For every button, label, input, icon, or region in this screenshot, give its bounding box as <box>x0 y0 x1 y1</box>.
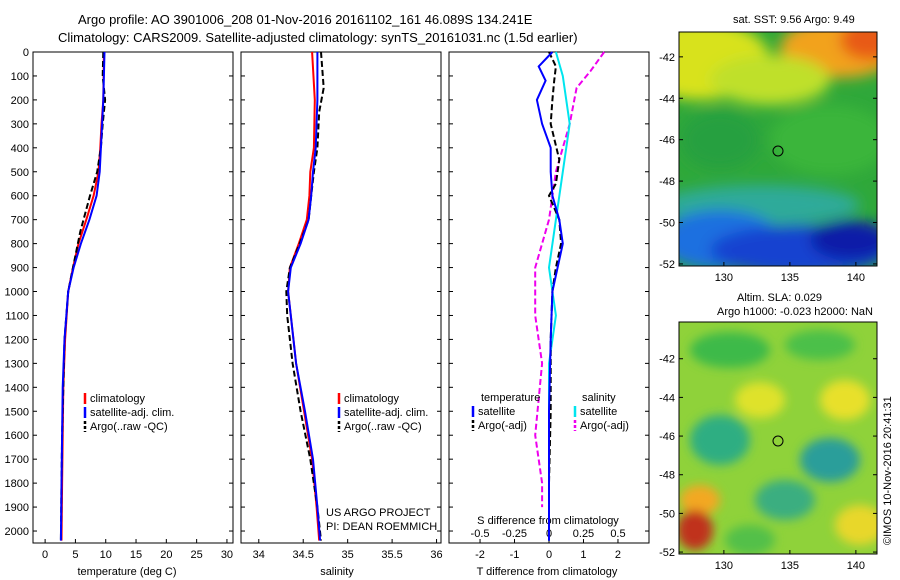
depth-tick-label: 1800 <box>5 478 29 490</box>
depth-tick-label: 1000 <box>5 287 29 299</box>
depth-tick-label: 700 <box>11 215 29 227</box>
temp-xlabel: temperature (deg C) <box>77 566 176 578</box>
sst-map-ytick-label: -42 <box>659 52 675 64</box>
sla-map-ytick-label: -42 <box>659 354 675 366</box>
sla-map-xtick-label: 140 <box>847 560 865 572</box>
depth-tick-label: 1300 <box>5 358 29 370</box>
sla-map-ytick-label: -52 <box>659 547 675 559</box>
tdiff-legend-head: temperature <box>481 392 540 404</box>
sal-xlabel: salinity <box>320 566 354 578</box>
temp-xtick-label: 30 <box>221 549 233 561</box>
sst-map-ytick-label: -48 <box>659 176 675 188</box>
pi-note: PI: DEAN ROEMMICH <box>326 521 437 533</box>
imos-credit: ©IMOS 10-Nov-2016 20:41:31 <box>882 396 894 545</box>
depth-tick-label: 800 <box>11 239 29 251</box>
sla-map-xtick-label: 135 <box>781 560 799 572</box>
sst-map-title: sat. SST: 9.56 Argo: 9.49 <box>733 14 855 26</box>
depth-tick-label: 1100 <box>5 310 29 322</box>
temp-xtick-label: 15 <box>130 549 142 561</box>
tdiff-xtick-label: 0 <box>546 549 552 561</box>
sal-legend-label: climatology <box>344 393 400 405</box>
temp-xtick-label: 25 <box>191 549 203 561</box>
depth-tick-label: 1900 <box>5 502 29 514</box>
sla-map-ytick-label: -48 <box>659 470 675 482</box>
sst-map-ytick-label: -44 <box>659 93 675 105</box>
sal-legend-label: satellite-adj. clim. <box>344 407 428 419</box>
sdiff-legend-label: satellite <box>580 406 617 418</box>
sst-map-xtick-label: 130 <box>715 272 733 284</box>
tdiff-xtick-label: 1 <box>580 549 586 561</box>
sst-map-ytick-label: -46 <box>659 135 675 147</box>
sla-map-ytick-label: -44 <box>659 392 675 404</box>
depth-tick-label: 0 <box>23 47 29 59</box>
temp-xtick-label: 5 <box>72 549 78 561</box>
tdiff-xlabel: T difference from climatology <box>477 566 618 578</box>
depth-tick-label: 1600 <box>5 430 29 442</box>
temp-series-satellite <box>59 51 106 541</box>
sst-map <box>679 32 877 266</box>
sal-series-satellite <box>287 52 322 541</box>
tdiff-legend-label: satellite <box>478 406 515 418</box>
temp-legend-label: satellite-adj. clim. <box>90 407 174 419</box>
sst-map-ytick-label: -50 <box>659 218 675 230</box>
depth-tick-label: 300 <box>11 119 29 131</box>
tdiff-xtick-label: -2 <box>475 549 485 561</box>
sst-map-xtick-label: 140 <box>847 272 865 284</box>
sdiff-legend-label: Argo(-adj) <box>580 420 629 432</box>
sal-xtick-label: 34.5 <box>293 549 314 561</box>
sdiff-xtick-label: -0.25 <box>502 528 527 540</box>
depth-tick-label: 100 <box>11 71 29 83</box>
sla-map-xtick-label: 130 <box>715 560 733 572</box>
plot-frame-sal <box>240 51 442 544</box>
sal-xtick-label: 34 <box>253 549 265 561</box>
sal-xtick-label: 35.5 <box>381 549 402 561</box>
sdiff-xtick-label: 0.5 <box>610 528 625 540</box>
sla-map-ytick-label: -46 <box>659 431 675 443</box>
temp-xtick-label: 20 <box>160 549 172 561</box>
sla-map-title2: Argo h1000: -0.023 h2000: NaN <box>717 306 873 318</box>
depth-tick-label: 200 <box>11 95 29 107</box>
depth-tick-label: 1500 <box>5 406 29 418</box>
sst-map-xtick-label: 135 <box>781 272 799 284</box>
sla-map <box>679 322 877 554</box>
temp-legend-label: climatology <box>90 393 146 405</box>
sla-map-ytick-label: -50 <box>659 508 675 520</box>
sal-xtick-label: 35 <box>342 549 354 561</box>
tdiff-series-argo <box>547 51 563 541</box>
depth-tick-label: 600 <box>11 191 29 203</box>
temp-legend-label: Argo(..raw -QC) <box>90 421 168 433</box>
depth-tick-label: 500 <box>11 167 29 179</box>
tdiff-xtick-label: 2 <box>615 549 621 561</box>
project-note: US ARGO PROJECT <box>326 507 431 519</box>
sdiff-series-argo <box>534 51 606 508</box>
depth-tick-label: 900 <box>11 263 29 275</box>
sdiff-legend-head: salinity <box>582 392 616 404</box>
tdiff-series-satellite <box>535 51 564 541</box>
depth-tick-label: 1400 <box>5 382 29 394</box>
figure-title-line2: Climatology: CARS2009. Satellite-adjuste… <box>58 30 578 45</box>
sdiff-xtick-label: -0.5 <box>471 528 490 540</box>
temp-xtick-label: 10 <box>100 549 112 561</box>
sst-map-ytick-label: -52 <box>659 259 675 271</box>
depth-tick-label: 1200 <box>5 334 29 346</box>
tdiff-xtick-label: -1 <box>510 549 520 561</box>
plot-frame-temp <box>32 51 234 544</box>
depth-tick-label: 2000 <box>5 526 29 538</box>
figure-title-line1: Argo profile: AO 3901006_208 01-Nov-2016… <box>78 12 533 27</box>
tdiff-legend-label: Argo(-adj) <box>478 420 527 432</box>
sla-map-title1: Altim. SLA: 0.029 <box>737 292 822 304</box>
temp-xtick-label: 0 <box>42 549 48 561</box>
sdiff-xtick-label: 0.25 <box>573 528 594 540</box>
depth-tick-label: 1700 <box>5 454 29 466</box>
sal-legend-label: Argo(..raw -QC) <box>344 421 422 433</box>
sal-xtick-label: 36 <box>430 549 442 561</box>
depth-tick-label: 400 <box>11 143 29 155</box>
